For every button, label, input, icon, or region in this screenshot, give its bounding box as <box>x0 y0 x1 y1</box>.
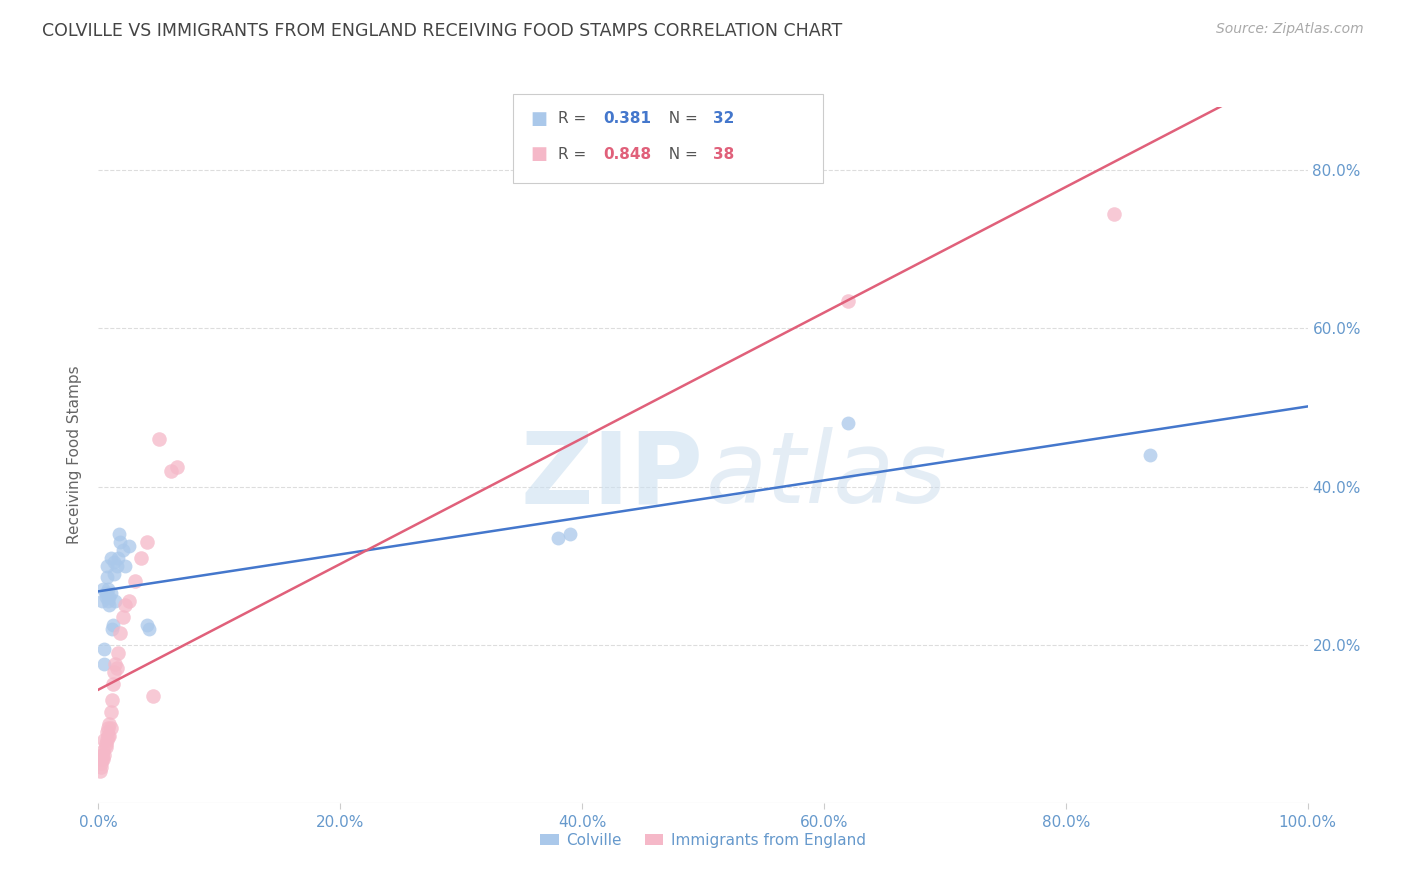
Point <box>108 534 131 549</box>
Point <box>103 566 125 581</box>
Point <box>114 558 136 573</box>
Text: Source: ZipAtlas.com: Source: ZipAtlas.com <box>1216 22 1364 37</box>
Point <box>96 732 118 747</box>
Text: 32: 32 <box>713 112 734 126</box>
Point <box>142 689 165 703</box>
Y-axis label: Receiving Food Stamps: Receiving Food Stamps <box>67 366 83 544</box>
Text: ZIP: ZIP <box>520 427 703 524</box>
Point <box>98 598 121 612</box>
Point <box>105 558 128 573</box>
Text: ■: ■ <box>530 110 547 128</box>
Point <box>107 646 129 660</box>
Point <box>111 542 134 557</box>
Point <box>837 417 859 431</box>
Point <box>1139 448 1161 462</box>
Point <box>138 622 160 636</box>
Point <box>93 641 115 656</box>
Point <box>91 582 114 597</box>
Text: 0.848: 0.848 <box>603 147 651 161</box>
Point <box>129 550 152 565</box>
Point <box>100 721 122 735</box>
Text: R =: R = <box>558 147 592 161</box>
Point <box>93 732 115 747</box>
Point <box>124 574 146 589</box>
Point <box>135 534 157 549</box>
Text: N =: N = <box>659 112 703 126</box>
Text: N =: N = <box>659 147 703 161</box>
Point <box>100 622 122 636</box>
Point <box>94 591 117 605</box>
Point <box>104 594 127 608</box>
Point <box>94 586 117 600</box>
Point <box>108 527 131 541</box>
Legend: Colville, Immigrants from England: Colville, Immigrants from England <box>534 827 872 855</box>
Point <box>100 705 122 719</box>
Point <box>837 293 859 308</box>
Point <box>135 618 157 632</box>
Point <box>1102 207 1125 221</box>
Point <box>148 432 170 446</box>
Point <box>98 716 121 731</box>
Point <box>91 594 114 608</box>
Point <box>100 586 122 600</box>
Point <box>91 752 114 766</box>
Point <box>91 744 114 758</box>
Text: R =: R = <box>558 112 592 126</box>
Point <box>94 737 117 751</box>
Point <box>96 570 118 584</box>
Point <box>118 594 141 608</box>
Point <box>547 531 569 545</box>
Point <box>93 657 115 672</box>
Point <box>91 752 114 766</box>
Point <box>98 591 121 605</box>
Point <box>558 527 581 541</box>
Point <box>103 555 125 569</box>
Point <box>100 550 122 565</box>
Text: 38: 38 <box>713 147 734 161</box>
Point <box>111 610 134 624</box>
Text: ■: ■ <box>530 145 547 163</box>
Point <box>105 661 128 675</box>
Point <box>100 693 122 707</box>
Point <box>91 748 114 763</box>
Point <box>97 582 120 597</box>
Point <box>108 625 131 640</box>
Text: 0.381: 0.381 <box>603 112 651 126</box>
Point <box>90 756 112 771</box>
Point <box>97 721 120 735</box>
Point <box>90 760 112 774</box>
Point <box>89 764 111 779</box>
Point <box>97 729 120 743</box>
Point <box>97 594 120 608</box>
Point <box>107 550 129 565</box>
Point <box>114 598 136 612</box>
Point <box>166 459 188 474</box>
Point <box>160 464 183 478</box>
Point <box>94 740 117 755</box>
Text: COLVILLE VS IMMIGRANTS FROM ENGLAND RECEIVING FOOD STAMPS CORRELATION CHART: COLVILLE VS IMMIGRANTS FROM ENGLAND RECE… <box>42 22 842 40</box>
Point <box>101 677 124 691</box>
Point <box>103 665 125 680</box>
Point <box>104 657 127 672</box>
Point <box>101 618 124 632</box>
Text: atlas: atlas <box>706 427 948 524</box>
Point <box>96 558 118 573</box>
Point <box>98 729 121 743</box>
Point <box>96 724 118 739</box>
Point <box>118 539 141 553</box>
Point <box>93 748 115 763</box>
